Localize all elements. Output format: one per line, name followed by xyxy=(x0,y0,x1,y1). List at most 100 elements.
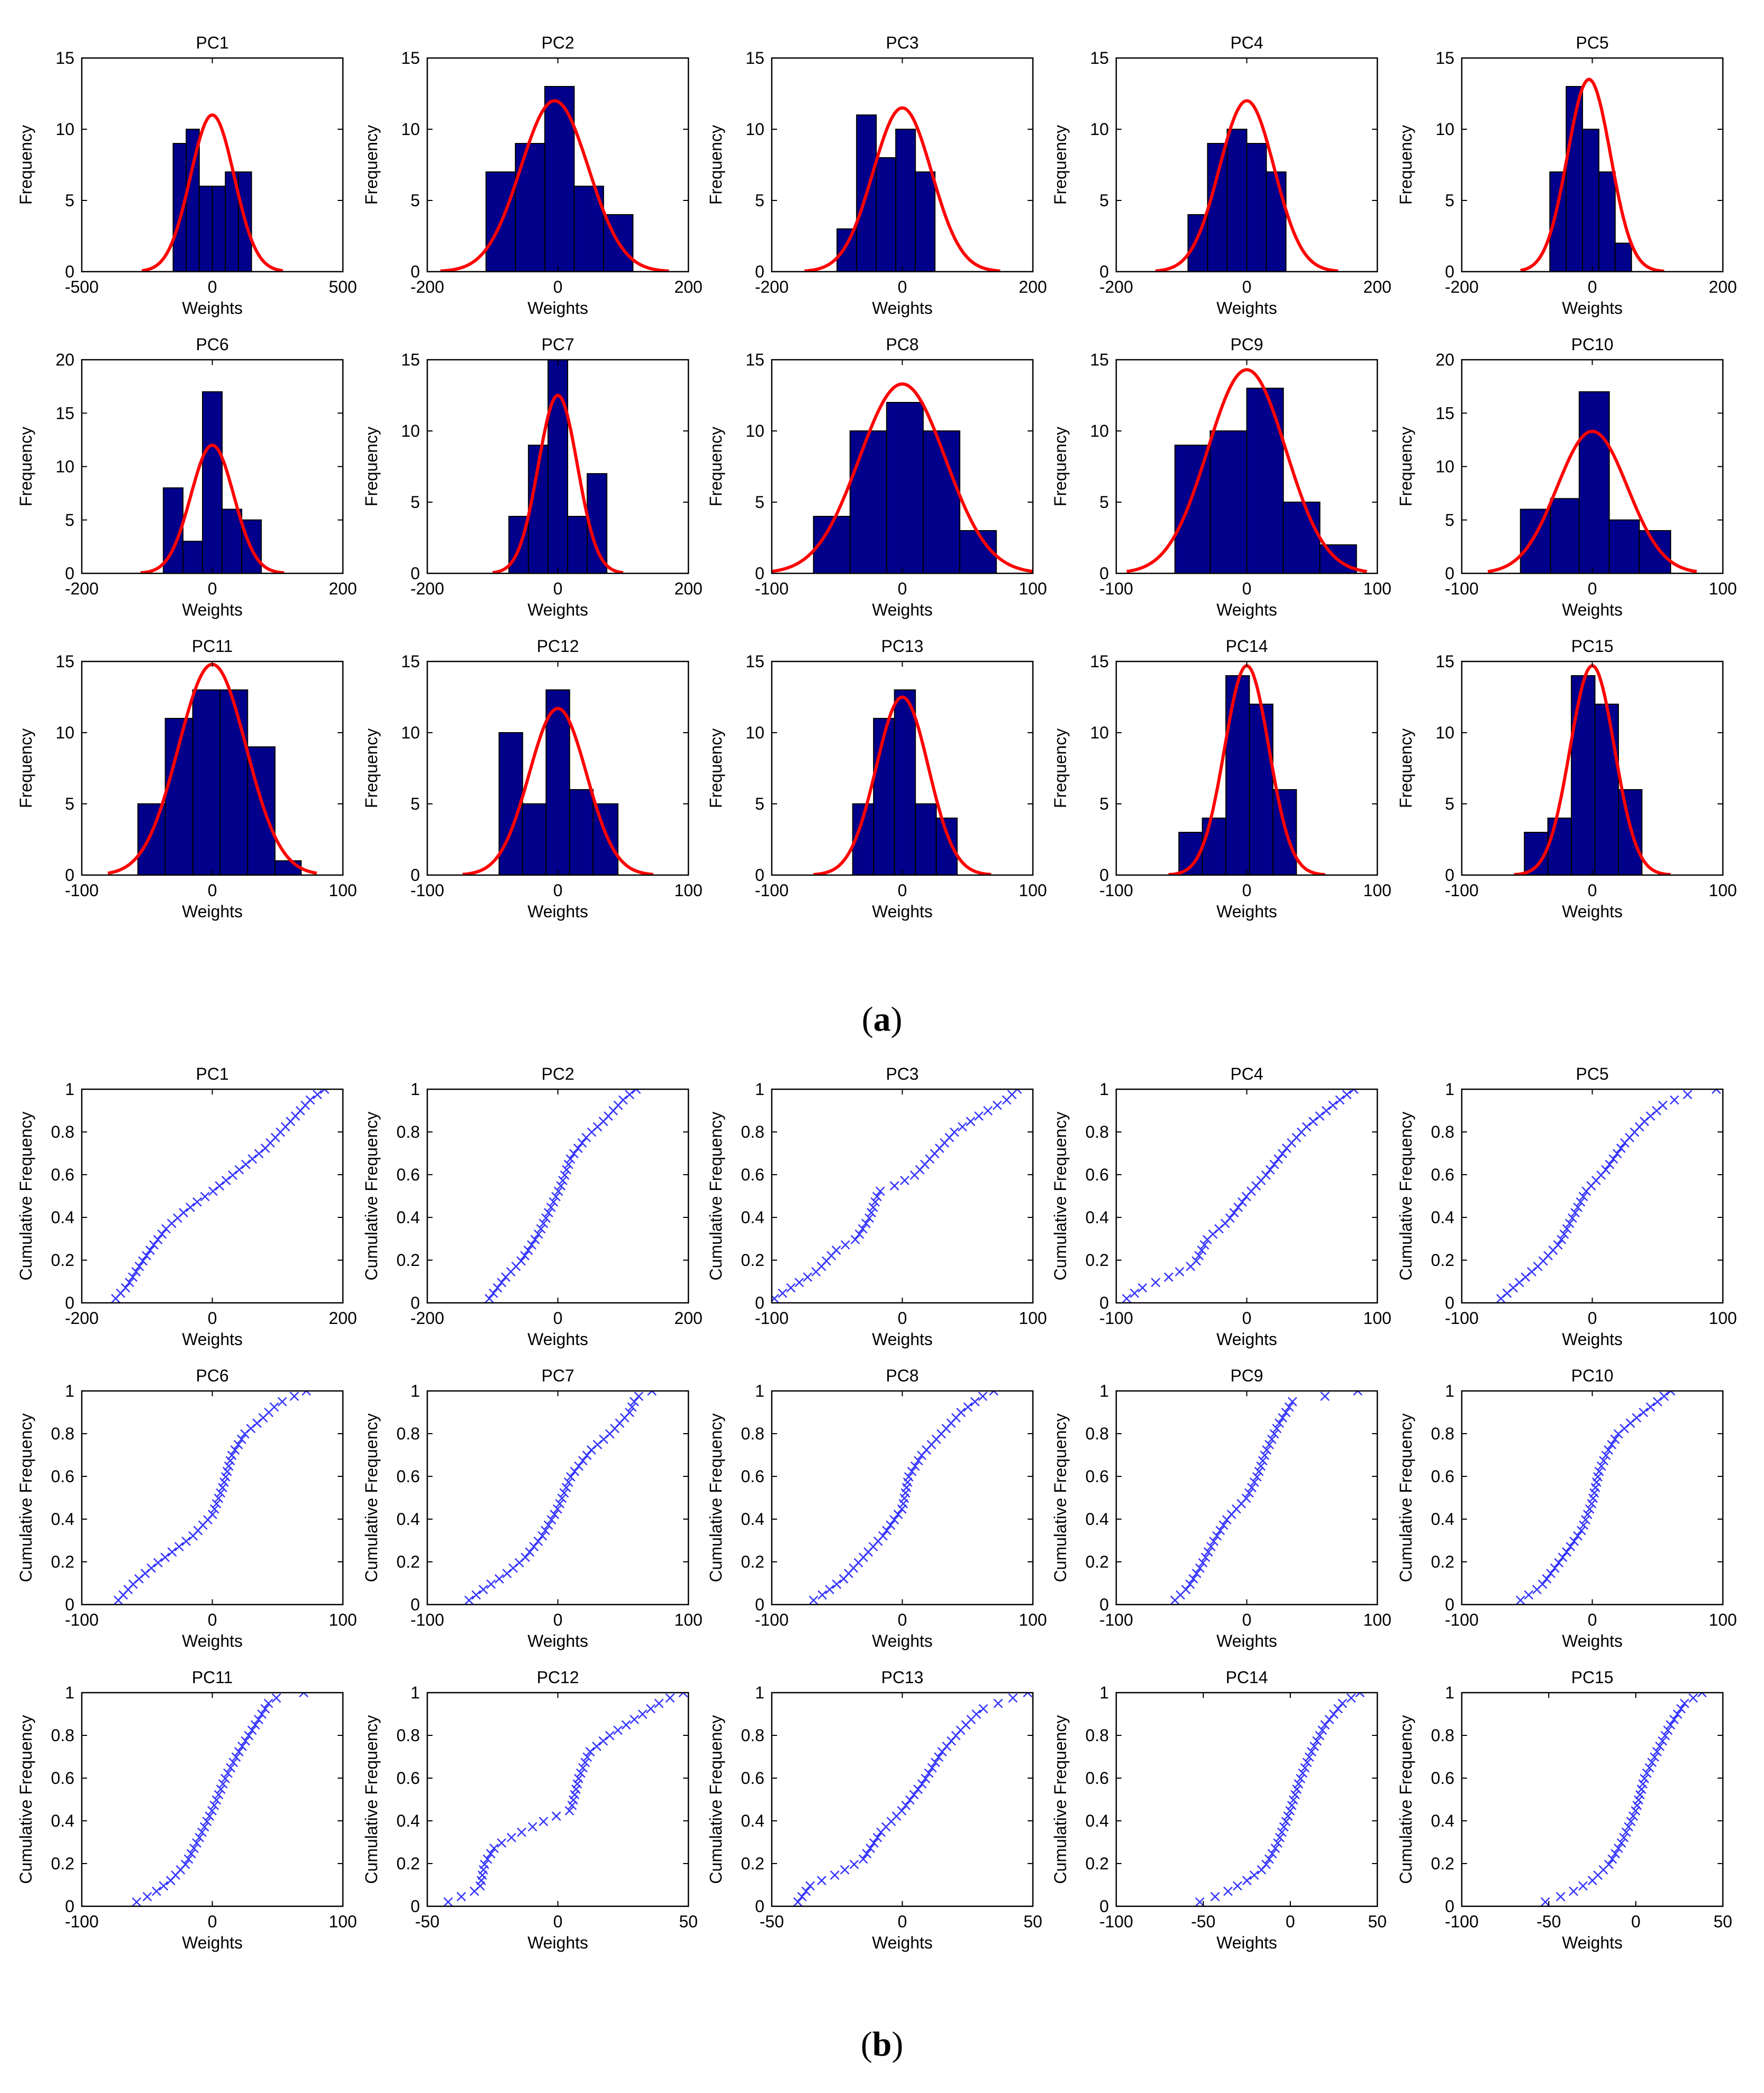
data-point-x xyxy=(260,1704,270,1714)
histogram-bar xyxy=(1598,171,1616,272)
data-point-x xyxy=(850,1235,860,1244)
data-point-x xyxy=(905,1795,915,1805)
data-point-x xyxy=(197,1827,207,1837)
y-tick-label: 1 xyxy=(1445,1080,1454,1099)
cdf-pc7-chart: -100 0 10000.20.40.60.81PC7WeightsCumulati… xyxy=(362,1366,703,1650)
histogram-bar xyxy=(1226,129,1248,272)
data-point-x xyxy=(219,1477,229,1487)
data-point-x xyxy=(910,1461,920,1471)
data-point-x xyxy=(909,1790,919,1800)
normal-fit-curve xyxy=(772,382,1033,573)
normal-fit-curve xyxy=(1155,99,1339,272)
y-tick-label: 0.2 xyxy=(397,1552,420,1571)
data-point-x xyxy=(1264,1854,1274,1864)
data-point-x xyxy=(506,1832,516,1842)
y-tick-label: 0.4 xyxy=(51,1510,74,1529)
data-point-x xyxy=(1556,1892,1566,1902)
histogram-bar xyxy=(1578,391,1610,573)
y-tick-label: 0.6 xyxy=(741,1467,764,1486)
y-tick-label: 0.4 xyxy=(1086,1811,1109,1830)
x-axis-label: Weights xyxy=(182,1933,243,1952)
data-point-x xyxy=(1185,1579,1195,1589)
data-point-x xyxy=(913,1784,923,1794)
x-tick-label: 0 xyxy=(898,1610,907,1629)
data-point-x xyxy=(1023,1693,1032,1697)
plot-area xyxy=(440,86,669,272)
cdf-pc6-chart: -100 0 10000.20.40.60.81PC6WeightsCumulati… xyxy=(16,1366,357,1650)
data-point-x xyxy=(1008,1693,1018,1703)
data-point-x xyxy=(131,1267,141,1276)
data-point-x xyxy=(189,1844,199,1854)
x-tick-label: 100 xyxy=(1709,1610,1737,1629)
data-point-x xyxy=(1655,1741,1665,1751)
y-tick-label: 15 xyxy=(1090,350,1109,369)
x-tick-label: 0 xyxy=(898,277,907,296)
x-tick-label: 200 xyxy=(1363,277,1391,296)
x-tick-label: 0 xyxy=(1242,579,1252,598)
y-axis-label: Cumulative Frequency xyxy=(706,1715,725,1884)
y-tick-label: 1 xyxy=(1099,1080,1109,1099)
histogram-bar xyxy=(894,689,916,875)
histogram-bar xyxy=(1549,171,1567,272)
normal-fit-curve xyxy=(1487,429,1698,573)
normal-fit-curve xyxy=(141,113,283,272)
y-tick-label: 5 xyxy=(1445,511,1454,530)
y-tick-label: 15 xyxy=(745,49,764,68)
data-point-x xyxy=(566,1472,576,1482)
data-point-x xyxy=(817,1590,827,1600)
data-point-x xyxy=(1605,1159,1615,1169)
data-point-x xyxy=(1650,1752,1660,1762)
x-tick-label: 100 xyxy=(1363,579,1391,598)
data-point-x xyxy=(1653,1397,1662,1407)
y-axis-label: Cumulative Frequency xyxy=(16,1715,35,1884)
plot-area xyxy=(141,113,283,272)
data-point-x xyxy=(299,1693,309,1697)
y-tick-label: 0.4 xyxy=(1431,1510,1454,1529)
y-tick-label: 0 xyxy=(1445,1897,1454,1916)
chart-title: PC4 xyxy=(1230,1064,1263,1083)
x-tick-label: 0 xyxy=(898,579,907,598)
y-axis-label: Cumulative Frequency xyxy=(362,1413,381,1582)
y-tick-label: 10 xyxy=(55,457,74,476)
data-point-x xyxy=(497,1278,506,1288)
x-axis-label: Weights xyxy=(1216,1330,1277,1349)
data-point-x xyxy=(1558,1552,1568,1562)
y-tick-label: 5 xyxy=(65,191,74,210)
histogram-bar xyxy=(198,186,213,272)
data-point-x xyxy=(153,1558,163,1568)
data-point-x xyxy=(625,1407,635,1417)
plot-area xyxy=(1168,664,1326,875)
axes-box xyxy=(426,1390,689,1606)
y-tick-label: 1 xyxy=(410,1683,420,1702)
data-point-x xyxy=(665,1693,675,1703)
chart-title: PC6 xyxy=(196,1366,228,1385)
data-point-x xyxy=(592,1741,602,1751)
data-point-x xyxy=(231,1752,241,1762)
x-tick-label: 200 xyxy=(329,1309,357,1328)
plot-area xyxy=(140,391,284,573)
data-point-x xyxy=(195,1832,204,1842)
data-point-x xyxy=(478,1585,488,1595)
data-point-x xyxy=(1612,1149,1622,1159)
data-point-x xyxy=(551,1192,561,1202)
x-tick-label: -100 xyxy=(1445,579,1479,598)
chart-title: PC1 xyxy=(196,1064,228,1083)
data-point-x xyxy=(221,1176,231,1185)
data-point-x xyxy=(443,1897,453,1906)
data-point-x xyxy=(1516,1596,1526,1605)
y-tick-label: 0.8 xyxy=(1431,1122,1454,1141)
chart-title: PC11 xyxy=(192,1668,233,1687)
data-point-x xyxy=(218,1779,228,1789)
y-tick-label: 0.6 xyxy=(397,1769,420,1788)
x-tick-label: 0 xyxy=(208,1912,217,1931)
chart-title: PC4 xyxy=(1230,33,1263,52)
data-point-x xyxy=(578,1456,588,1466)
x-tick-label: 0 xyxy=(553,1309,563,1328)
data-point-x xyxy=(234,1165,244,1175)
y-tick-label: 0.4 xyxy=(1431,1208,1454,1227)
cdf-pc11-chart: -100 0 10000.20.40.60.81PC11WeightsCumulat… xyxy=(16,1668,357,1952)
y-tick-label: 0.6 xyxy=(51,1467,74,1486)
